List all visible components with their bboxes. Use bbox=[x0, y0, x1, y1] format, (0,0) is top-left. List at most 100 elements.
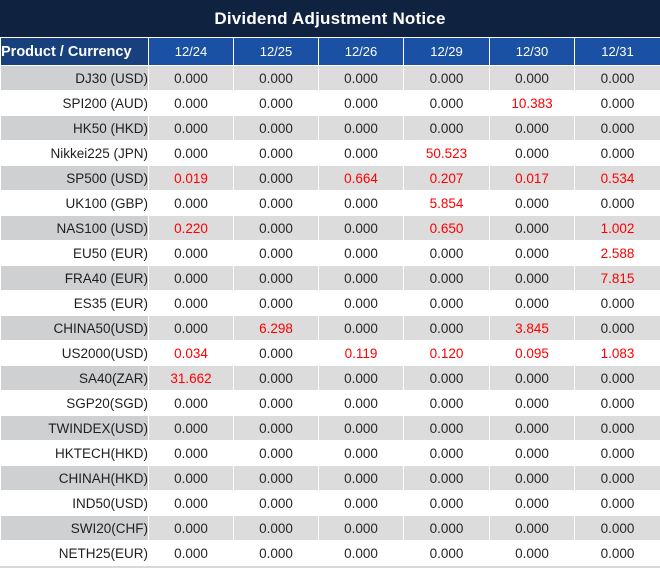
dividend-value-cell: 0.000 bbox=[489, 265, 575, 291]
table-row: CHINA50(USD) 0.000 6.298 0.000 0.000 3.845 0.0… bbox=[0, 315, 660, 341]
dividend-value-cell: 0.000 bbox=[403, 465, 490, 491]
product-cell: NAS100 (USD) bbox=[0, 215, 149, 241]
dividend-value-cell: 0.095 bbox=[489, 340, 575, 366]
table-row: NETH25(EUR) 0.000 0.000 0.000 0.000 0.000 0.00… bbox=[0, 540, 660, 566]
dividend-value-cell: 0.000 bbox=[403, 90, 490, 116]
dividend-value-cell: 0.000 bbox=[403, 415, 490, 441]
dividend-value-cell: 0.664 bbox=[318, 165, 404, 191]
product-cell: ES35 (EUR) bbox=[0, 290, 149, 316]
dividend-value-cell: 0.000 bbox=[489, 490, 575, 516]
product-cell: CHINAH(HKD) bbox=[0, 465, 149, 491]
dividend-value-cell: 5.854 bbox=[403, 190, 490, 216]
dividend-value-cell: 0.000 bbox=[148, 390, 234, 416]
dividend-value-cell: 0.000 bbox=[489, 190, 575, 216]
dividend-value-cell: 0.000 bbox=[233, 390, 319, 416]
dividend-value-cell: 0.000 bbox=[148, 465, 234, 491]
dividend-value-cell: 0.000 bbox=[574, 315, 660, 341]
product-cell: CHINA50(USD) bbox=[0, 315, 149, 341]
product-cell: EU50 (EUR) bbox=[0, 240, 149, 266]
dividend-value-cell: 0.000 bbox=[148, 115, 234, 141]
dividend-value-cell: 0.000 bbox=[574, 65, 660, 91]
dividend-value-cell: 0.000 bbox=[148, 265, 234, 291]
dividend-value-cell: 0.000 bbox=[148, 90, 234, 116]
dividend-value-cell: 0.000 bbox=[403, 365, 490, 391]
product-cell: TWINDEX(USD) bbox=[0, 415, 149, 441]
dividend-value-cell: 0.000 bbox=[318, 65, 404, 91]
dividend-value-cell: 0.034 bbox=[148, 340, 234, 366]
dividend-value-cell: 0.000 bbox=[148, 440, 234, 466]
dividend-value-cell: 0.000 bbox=[233, 540, 319, 566]
product-currency-header: Product / Currency bbox=[0, 37, 149, 66]
dividend-value-cell: 0.000 bbox=[233, 415, 319, 441]
table-row: ES35 (EUR) 0.000 0.000 0.000 0.000 0.000 0.000 bbox=[0, 290, 660, 316]
dividend-value-cell: 1.083 bbox=[574, 340, 660, 366]
dividend-value-cell: 0.000 bbox=[318, 365, 404, 391]
date-column-header: 12/29 bbox=[403, 37, 490, 66]
dividend-value-cell: 0.000 bbox=[233, 490, 319, 516]
dividend-value-cell: 0.000 bbox=[574, 115, 660, 141]
table-bottom-edge bbox=[0, 566, 660, 568]
dividend-value-cell: 0.000 bbox=[318, 90, 404, 116]
dividend-value-cell: 0.000 bbox=[318, 140, 404, 166]
dividend-value-cell: 0.000 bbox=[318, 240, 404, 266]
dividend-value-cell: 0.000 bbox=[233, 140, 319, 166]
dividend-value-cell: 0.534 bbox=[574, 165, 660, 191]
dividend-value-cell: 0.000 bbox=[574, 190, 660, 216]
product-cell: UK100 (GBP) bbox=[0, 190, 149, 216]
table-row: HKTECH(HKD) 0.000 0.000 0.000 0.000 0.000 0.00… bbox=[0, 440, 660, 466]
dividend-value-cell: 0.000 bbox=[148, 140, 234, 166]
dividend-value-cell: 0.000 bbox=[318, 115, 404, 141]
product-cell: SA40(ZAR) bbox=[0, 365, 149, 391]
product-cell: IND50(USD) bbox=[0, 490, 149, 516]
dividend-value-cell: 0.000 bbox=[403, 440, 490, 466]
table-row: CHINAH(HKD) 0.000 0.000 0.000 0.000 0.000 0.00… bbox=[0, 465, 660, 491]
dividend-value-cell: 0.000 bbox=[403, 490, 490, 516]
dividend-value-cell: 0.000 bbox=[489, 390, 575, 416]
dividend-value-cell: 3.845 bbox=[489, 315, 575, 341]
table-row: SWI20(CHF) 0.000 0.000 0.000 0.000 0.000 0.000 bbox=[0, 515, 660, 541]
dividend-value-cell: 0.000 bbox=[489, 65, 575, 91]
dividend-value-cell: 0.000 bbox=[148, 540, 234, 566]
product-cell: HKTECH(HKD) bbox=[0, 440, 149, 466]
dividend-value-cell: 0.650 bbox=[403, 215, 490, 241]
dividend-value-cell: 0.000 bbox=[233, 365, 319, 391]
date-column-header: 12/24 bbox=[148, 37, 234, 66]
dividend-value-cell: 0.000 bbox=[233, 115, 319, 141]
dividend-value-cell: 0.000 bbox=[403, 540, 490, 566]
dividend-value-cell: 0.000 bbox=[148, 515, 234, 541]
dividend-value-cell: 0.000 bbox=[233, 515, 319, 541]
dividend-value-cell: 0.000 bbox=[403, 115, 490, 141]
dividend-value-cell: 0.000 bbox=[489, 515, 575, 541]
dividend-value-cell: 0.000 bbox=[489, 540, 575, 566]
dividend-value-cell: 0.000 bbox=[403, 515, 490, 541]
table-header-row: Product / Currency 12/24 12/25 12/26 12/29 1… bbox=[0, 37, 660, 66]
dividend-value-cell: 0.000 bbox=[489, 365, 575, 391]
dividend-value-cell: 50.523 bbox=[403, 140, 490, 166]
dividend-value-cell: 0.000 bbox=[403, 240, 490, 266]
table-row: FRA40 (EUR) 0.000 0.000 0.000 0.000 0.000 7.81… bbox=[0, 265, 660, 291]
dividend-value-cell: 0.000 bbox=[574, 390, 660, 416]
dividend-value-cell: 0.019 bbox=[148, 165, 234, 191]
dividend-value-cell: 0.000 bbox=[318, 290, 404, 316]
dividend-value-cell: 0.000 bbox=[148, 290, 234, 316]
dividend-value-cell: 2.588 bbox=[574, 240, 660, 266]
table-row: NAS100 (USD) 0.220 0.000 0.000 0.650 0.000 1.0… bbox=[0, 215, 660, 241]
dividend-value-cell: 0.000 bbox=[574, 490, 660, 516]
dividend-value-cell: 0.207 bbox=[403, 165, 490, 191]
dividend-value-cell: 0.000 bbox=[233, 340, 319, 366]
dividend-value-cell: 0.119 bbox=[318, 340, 404, 366]
date-column-header: 12/26 bbox=[318, 37, 404, 66]
dividend-value-cell: 0.000 bbox=[318, 315, 404, 341]
table-row: US2000(USD) 0.034 0.000 0.119 0.120 0.095 1.08… bbox=[0, 340, 660, 366]
product-cell: US2000(USD) bbox=[0, 340, 149, 366]
dividend-value-cell: 0.000 bbox=[233, 190, 319, 216]
table-row: UK100 (GBP) 0.000 0.000 0.000 5.854 0.000 0.00… bbox=[0, 190, 660, 216]
dividend-value-cell: 0.000 bbox=[233, 215, 319, 241]
dividend-value-cell: 0.000 bbox=[318, 390, 404, 416]
table-row: SP500 (USD) 0.019 0.000 0.664 0.207 0.017 0.53… bbox=[0, 165, 660, 191]
dividend-value-cell: 0.000 bbox=[318, 415, 404, 441]
dividend-value-cell: 0.000 bbox=[403, 265, 490, 291]
dividend-value-cell: 0.000 bbox=[233, 90, 319, 116]
dividend-value-cell: 31.662 bbox=[148, 365, 234, 391]
